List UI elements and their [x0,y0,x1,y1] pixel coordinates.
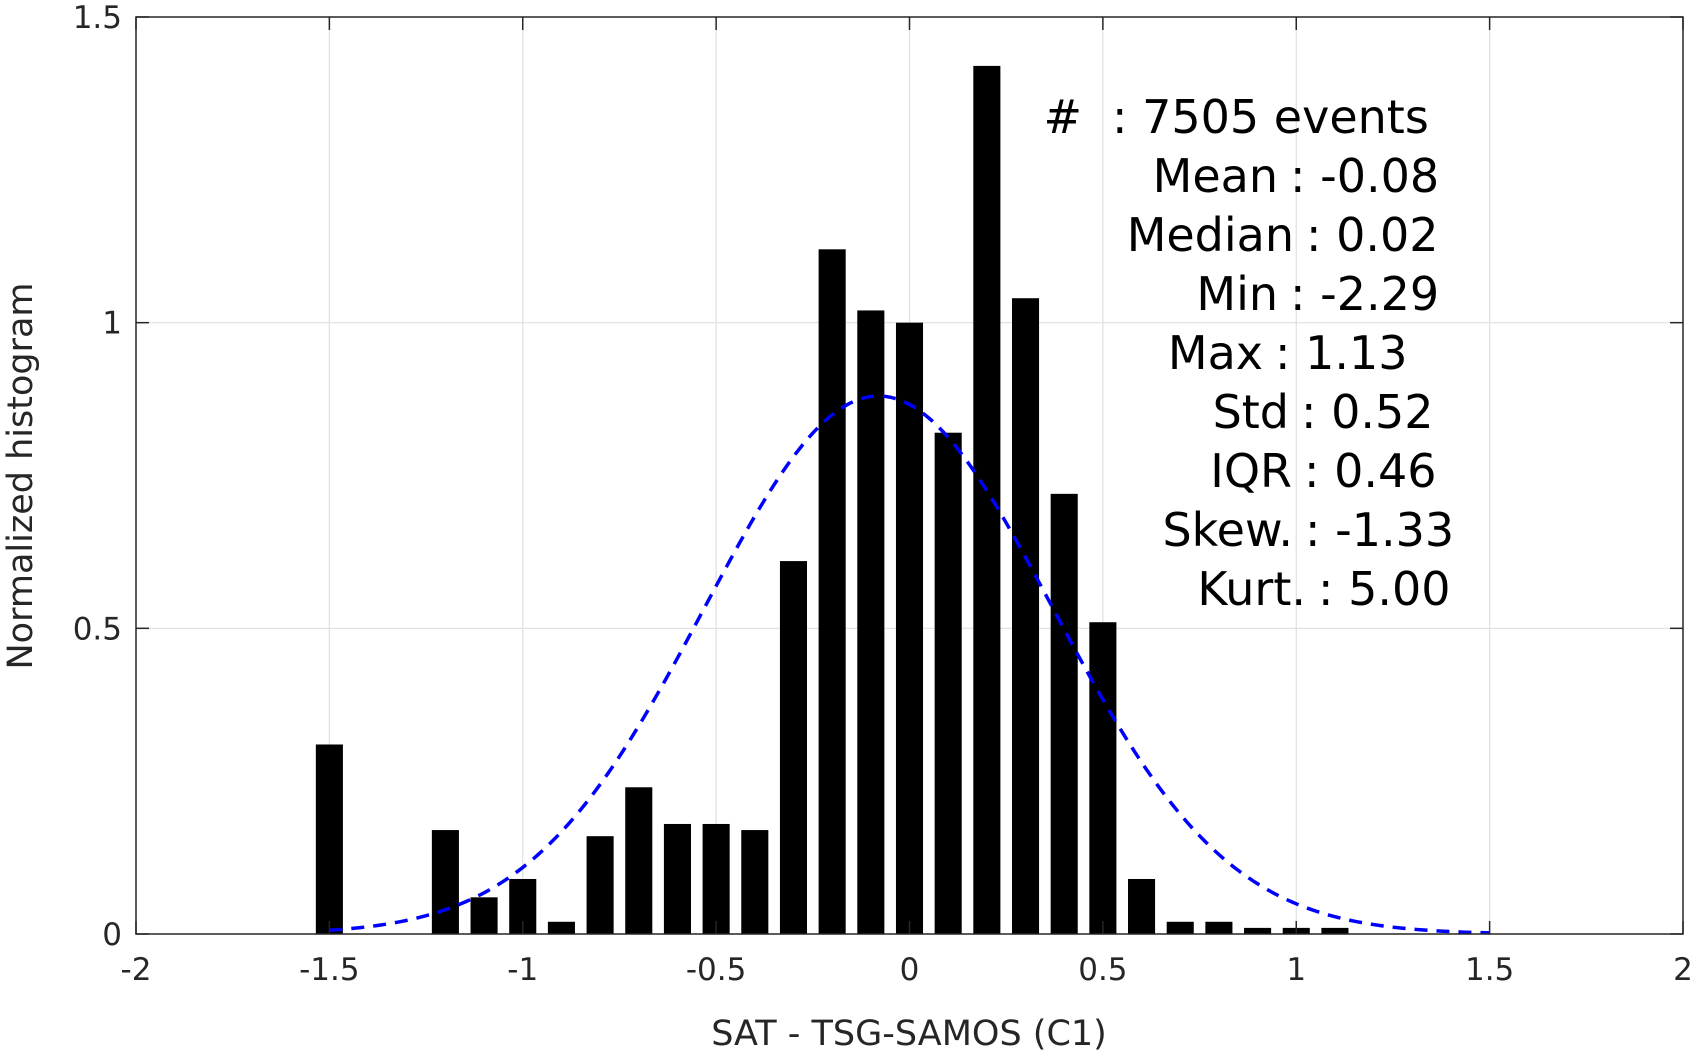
axis-ticks [135,16,1684,935]
histogram-bar [702,823,730,934]
x-tick-label: -1.5 [299,952,360,988]
histogram-bar [779,561,808,934]
histogram-bar [1050,493,1078,934]
stat-label: Min [1196,267,1278,321]
x-tick-label: -2 [121,952,152,988]
histogram-bar [1166,921,1194,934]
stat-label: Std [1213,385,1289,439]
stat-value: : 0.52 [1301,385,1434,439]
histogram-bar [1128,878,1156,934]
histogram-bar [431,830,459,934]
histogram-bar [625,787,653,934]
stat-value: : 0.46 [1304,444,1437,498]
histogram-bar [663,823,691,934]
stat-value: : -2.29 [1290,267,1439,321]
x-tick-label: -0.5 [686,952,747,988]
x-tick-label: 2 [1673,952,1693,988]
x-axis-title: SAT - TSG-SAMOS (C1) [711,1014,1107,1053]
stat-value: : 7505 events [1112,90,1429,144]
x-tick-label: 0 [900,952,920,988]
histogram-bar [1011,298,1040,934]
stat-label: IQR [1210,444,1292,498]
stat-label: Skew. [1162,503,1293,557]
histogram-bar [586,836,614,934]
histogram-bar [547,921,575,934]
stat-label: # [1043,90,1082,144]
x-tick-label: 1.5 [1465,952,1514,988]
stat-label: Kurt. [1197,562,1306,616]
y-tick-label: 1.5 [73,0,122,36]
histogram-bar [470,897,498,934]
stat-label: Median [1127,208,1294,262]
stat-value: : 0.02 [1306,208,1439,262]
x-tick-label: 0.5 [1078,952,1127,988]
histogram-bar [818,249,846,935]
histogram-bar [857,310,885,934]
histogram-bar [1089,622,1117,934]
stat-value: : -0.08 [1290,149,1439,203]
histogram-bar [315,744,343,934]
stat-label: Mean [1153,149,1278,203]
stat-value: : 5.00 [1318,562,1451,616]
y-axis-title: Normalized histogram [1,282,41,669]
y-tick-labels: 0 0.5 1 1.5 [73,0,122,953]
y-tick-label: 0.5 [73,611,122,647]
histogram-bar [895,322,924,935]
normal-fit-curve [329,394,1490,935]
y-tick-label: 1 [102,306,122,342]
stat-value: : 1.13 [1275,326,1408,380]
histogram-bar [1244,927,1272,934]
y-tick-label: 0 [102,917,122,953]
histogram-bar [934,432,962,934]
x-tick-label: -1 [507,952,538,988]
histogram-bar [1321,927,1349,934]
stat-label: Max [1168,326,1263,380]
histogram-bar [973,65,1001,934]
x-tick-label: 1 [1286,952,1306,988]
x-tick-labels: -2 -1.5 -1 -0.5 0 0.5 1 1.5 2 [121,952,1693,988]
histogram-bar [1205,921,1233,934]
histogram-bars [315,65,1349,935]
stat-value: : -1.33 [1305,503,1454,557]
histogram-bar [741,830,769,934]
